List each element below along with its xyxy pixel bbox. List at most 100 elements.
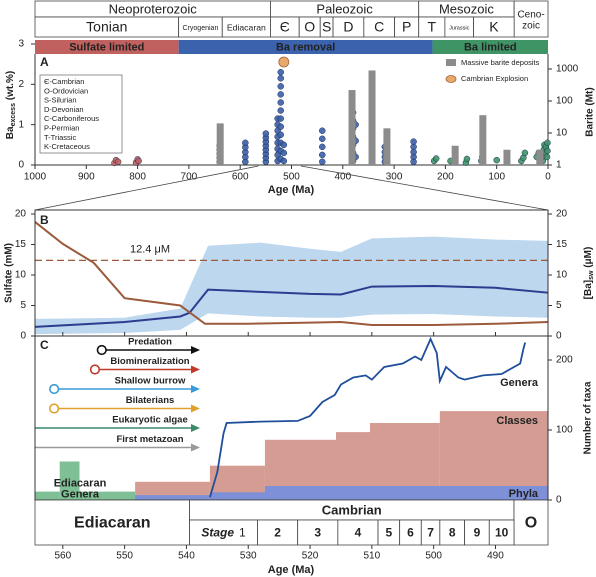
uncertainty-band [35, 236, 548, 335]
y-axis-title: Baexcess (wt.%) [5, 71, 17, 139]
text-line: Ediacaran [54, 477, 107, 489]
x-tick-label: 500 [283, 172, 300, 183]
y-tick-label: 15 [15, 239, 27, 250]
point [319, 151, 326, 159]
y2-axis-title-part: [Ba] [583, 280, 594, 299]
phase-bar [178, 40, 433, 54]
point [463, 155, 471, 163]
event-start [49, 383, 60, 395]
y-axis-title: Sulfate (mM) [4, 243, 15, 303]
zoom-line [34, 165, 259, 211]
x-tick-label: 530 [240, 551, 257, 562]
y2-tick-label: 20 [556, 209, 568, 220]
x-axis-title: Age (Ma) [268, 564, 315, 576]
period-label: S [322, 19, 331, 35]
abbrev-label: D-Devonian [44, 105, 84, 114]
step-area [135, 495, 210, 500]
bar [451, 145, 459, 165]
y2-axis-title-part: sw [588, 270, 595, 280]
era-cell [34, 499, 190, 546]
point [277, 83, 284, 90]
event-start [96, 344, 107, 356]
period-label: 8 [449, 526, 456, 540]
period-label: Cryogenian [183, 25, 219, 32]
period-label: Jurassic [449, 25, 470, 31]
y-tick-label: 0 [18, 160, 24, 171]
y2-axis-title: Number of taxa [583, 381, 594, 454]
period-label: 10 [495, 526, 509, 540]
era-label: Mesozoic [439, 1, 494, 16]
explosion-marker [278, 56, 290, 68]
step-area [209, 492, 265, 500]
line [209, 336, 527, 498]
period-label: T [428, 19, 437, 35]
legend-label: Massive barite deposits [461, 58, 540, 67]
y2-tick-label: 5 [556, 300, 562, 311]
bar [216, 123, 224, 165]
period-label: C [374, 19, 384, 35]
panel-label: A [40, 55, 49, 69]
event-label: Shallow burrow [115, 376, 186, 387]
event-label: First metazoan [116, 434, 183, 445]
series-label: Ediacaran Genera [54, 477, 107, 500]
stage-label: Stage 1 [201, 526, 246, 540]
x-tick-label: 200 [437, 172, 454, 183]
step-area [264, 486, 548, 500]
arrow-head [191, 365, 200, 374]
y2-axis-title: [Ba]sw (μM) [583, 247, 595, 300]
x-tick-label: 800 [129, 172, 146, 183]
stage-label-part: Stage [201, 526, 234, 540]
point [432, 155, 440, 162]
phase-label: Sulfate limited [69, 41, 144, 53]
abbrev-label: O-Ordovician [44, 86, 88, 95]
point [277, 115, 284, 122]
panel-label: B [40, 213, 49, 227]
phase-bar [432, 40, 548, 54]
step-area [79, 491, 136, 500]
phase-label: Ba limited [464, 41, 517, 53]
event-label: Biomineralization [110, 356, 189, 367]
point [319, 143, 326, 151]
line [34, 284, 549, 328]
period-label: 6 [407, 526, 414, 540]
bar [368, 70, 376, 165]
point [319, 135, 326, 143]
period-cell [257, 519, 299, 546]
y-axis-title-part: Ba [5, 126, 16, 139]
point [280, 157, 288, 165]
point [544, 147, 551, 155]
event-label: Predation [128, 337, 172, 348]
x-tick-label: 520 [302, 551, 319, 562]
y2-tick-label: 100 [556, 96, 573, 107]
point [277, 131, 284, 138]
y-tick-label: 3 [18, 39, 24, 50]
period-label: 2 [274, 526, 281, 540]
y-tick-label: 5 [20, 300, 26, 311]
text-line: Ceno- [517, 9, 544, 20]
era-cell [513, 0, 549, 38]
x-tick-label: 550 [116, 551, 133, 562]
bar [348, 90, 356, 165]
text-line: Genera [61, 488, 100, 500]
series-label: Classes [496, 415, 538, 427]
point [135, 157, 142, 165]
y2-tick-label: 15 [556, 239, 568, 250]
era-label: Paleozoic [316, 1, 373, 16]
line [34, 221, 549, 327]
bar [383, 128, 391, 165]
step-area [439, 411, 548, 500]
y2-tick-label: 10 [556, 270, 568, 281]
bar [479, 115, 487, 165]
period-label: 5 [386, 526, 393, 540]
abbrev-label: C-Carboniferous [44, 114, 99, 123]
period-label: 9 [474, 526, 481, 540]
event-start [49, 403, 60, 414]
period-label: D [343, 19, 353, 35]
y2-tick-label: 200 [556, 355, 573, 366]
period-cell [473, 16, 515, 38]
text-line: zoic [522, 20, 540, 31]
period-label: O [304, 19, 315, 35]
y-tick-label: 10 [15, 270, 27, 281]
phase-bar [35, 40, 179, 54]
x-tick-label: 700 [181, 172, 198, 183]
